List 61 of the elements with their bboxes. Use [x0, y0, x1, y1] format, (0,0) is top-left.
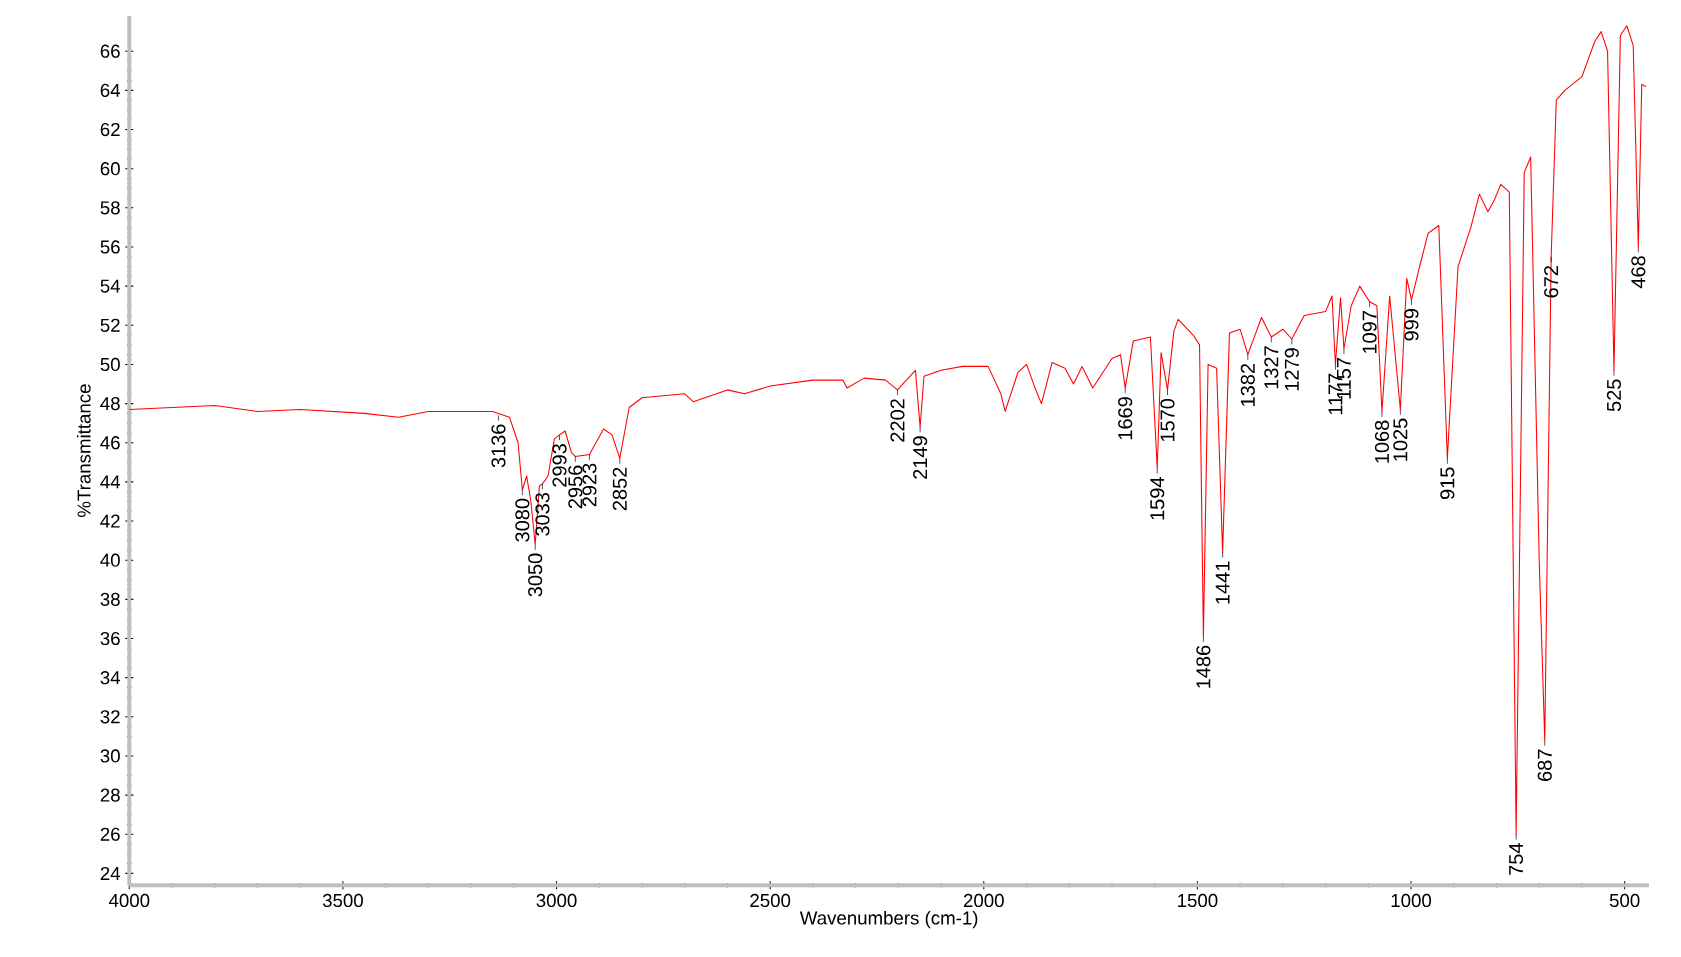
annotation: 2149: [913, 436, 928, 479]
annotation: 1594: [1150, 476, 1165, 520]
y-tick-label: 40: [100, 553, 120, 567]
annotation: 915: [1440, 467, 1455, 500]
annotation: 1382: [1240, 363, 1255, 406]
annotation: 1025: [1393, 418, 1408, 461]
annotation: 999: [1404, 309, 1419, 341]
annotation: 754: [1509, 843, 1524, 875]
annotation: 1097: [1362, 311, 1377, 353]
y-tick-label: 50: [100, 357, 120, 371]
y-tick-label: 58: [100, 201, 120, 215]
y-tick-label: 38: [100, 592, 120, 606]
x-tick-label: 1500: [1178, 893, 1218, 908]
y-tick-label: 44: [100, 475, 121, 489]
annotation: 2923: [582, 463, 597, 507]
annotation: 1441: [1215, 561, 1230, 604]
annotation: 687: [1537, 749, 1552, 781]
y-tick-label: 64: [100, 83, 121, 97]
y-tick-label: 26: [100, 827, 120, 841]
x-tick-label: 4000: [108, 893, 150, 908]
annotation: 1327: [1264, 346, 1279, 389]
y-tick-label: 52: [100, 318, 120, 332]
x-tick-label: 2000: [963, 893, 1004, 908]
y-tick-label: 60: [100, 162, 120, 176]
y-tick-label: 42: [100, 514, 120, 528]
y-tick-label: 54: [100, 279, 121, 293]
y-tick-label: 24: [100, 866, 121, 880]
y-tick-label: 34: [100, 670, 121, 685]
y-tick-label: 66: [100, 44, 120, 58]
annotation: 2852: [612, 467, 627, 511]
annotation: 3080: [515, 498, 530, 542]
y-tick-label: 56: [100, 240, 120, 254]
x-tick-label: 2500: [750, 893, 791, 908]
annotation: 1279: [1284, 348, 1299, 391]
annotation: 3136: [491, 424, 506, 468]
y-tick-label: 30: [100, 749, 120, 763]
y-tick-label: 46: [100, 436, 120, 450]
y-axis-title: %Transmittance: [76, 384, 91, 517]
annotation: 3050: [528, 553, 543, 597]
annotation: 1486: [1196, 645, 1211, 688]
annotation: 1068: [1374, 420, 1390, 463]
y-tick-label: 48: [100, 396, 120, 411]
line-series: [128, 25, 1647, 835]
annotation: 2202: [890, 399, 905, 442]
x-tick-label: 500: [1609, 893, 1640, 908]
x-tick-label: 3500: [322, 893, 363, 908]
annotation: 672: [1544, 265, 1559, 298]
annotation: 525: [1606, 379, 1622, 412]
x-tick-label: 3000: [536, 893, 577, 908]
y-tick-label: 36: [100, 631, 120, 646]
annotation: 3033: [535, 492, 550, 536]
x-axis-title: Wavenumbers (cm-1): [799, 910, 978, 929]
annotation: 2993: [552, 444, 567, 487]
y-tick-label: 28: [100, 788, 120, 802]
annotation: 1570: [1160, 398, 1175, 442]
y-tick-label: 32: [100, 710, 120, 724]
annotation: 2956: [568, 465, 583, 509]
annotation: 468: [1631, 256, 1646, 289]
y-tick-label: 62: [100, 122, 120, 137]
x-tick-label: 1000: [1391, 893, 1432, 908]
annotation: 1669: [1118, 397, 1133, 440]
